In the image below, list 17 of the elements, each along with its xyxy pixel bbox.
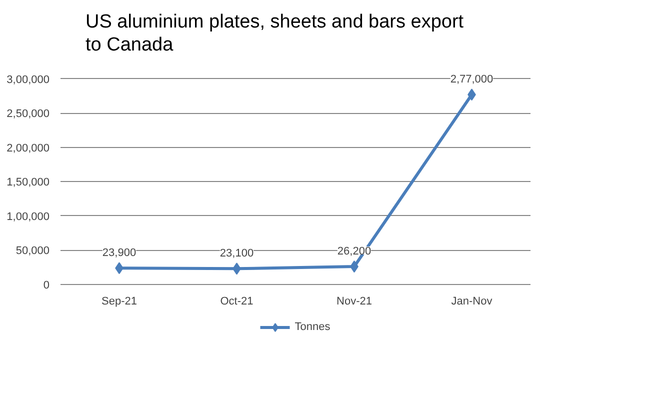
legend-label: Tonnes: [294, 321, 330, 333]
data-label: 26,200: [337, 246, 372, 258]
y-tick-label: 1,00,000: [6, 210, 50, 223]
y-tick-label: 2,00,000: [6, 142, 50, 154]
x-tick-label: Sep-21: [102, 296, 137, 308]
y-tick-label: 3,00,000: [6, 74, 50, 86]
data-label: 23,100: [220, 248, 254, 260]
x-tick-label: Nov-21: [336, 296, 372, 308]
data-label: 2,77,000: [450, 74, 494, 86]
y-tick-label: 1,50,000: [6, 176, 50, 189]
x-tick-label: Jan-Nov: [451, 296, 493, 308]
y-tick-label: 2,50,000: [6, 108, 50, 120]
chart-title: US aluminium plates, sheets and bars export to Canada: [86, 11, 464, 56]
data-label: 23,900: [102, 247, 136, 260]
x-tick-label: Oct-21: [220, 296, 254, 308]
y-tick-label: 50,000: [16, 245, 50, 258]
y-tick-label: 0: [43, 280, 50, 292]
